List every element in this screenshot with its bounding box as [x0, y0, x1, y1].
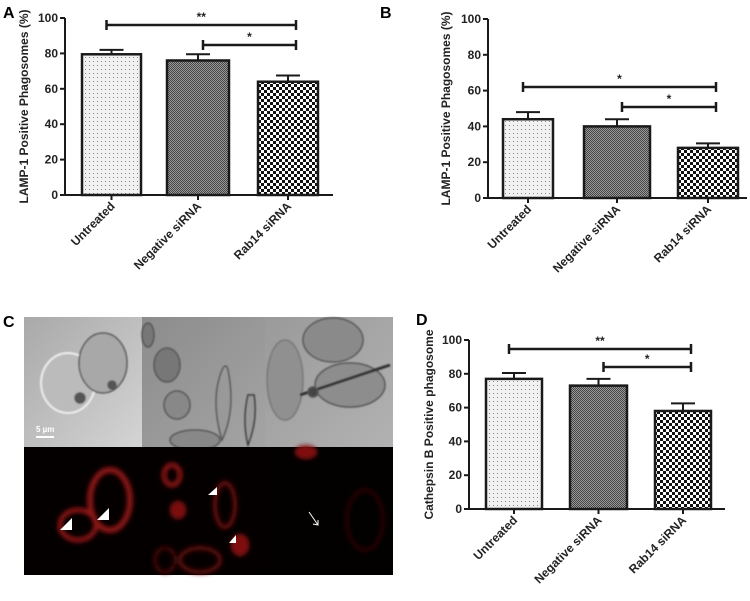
bar [165, 59, 231, 197]
significance-label: * [617, 72, 622, 86]
y-tick-label: 100 [442, 333, 462, 347]
significance-bracket: * [620, 92, 718, 112]
significance-label: ** [595, 334, 605, 348]
fluorescence-image-3 [265, 447, 393, 575]
bar [582, 125, 652, 200]
y-tick-label: 0 [51, 188, 58, 202]
significance-bracket: * [201, 30, 298, 50]
cells [40, 317, 391, 451]
significance-label: * [645, 352, 650, 366]
x-tick-label: Untreated [68, 199, 118, 249]
panel-label-b: B [380, 5, 392, 22]
scale-bar [36, 436, 54, 438]
significance-bracket: * [602, 352, 693, 372]
brightfield-row: 5 µm [24, 317, 393, 451]
significance-bracket: * [521, 72, 718, 92]
y-tick-label: 100 [38, 11, 58, 25]
panel-label-a: A [3, 5, 15, 22]
bar [501, 117, 555, 200]
fluorescence-image-2 [142, 447, 265, 575]
scale-bar-label: 5 µm [36, 425, 54, 434]
y-tick-label: 20 [45, 153, 59, 167]
y-tick-label: 80 [468, 48, 482, 62]
y-tick-label: 40 [449, 434, 463, 448]
y-axis-label: LAMP-1 Positive Phagosomes (%) [17, 9, 31, 203]
arrowhead-marker [208, 487, 217, 495]
y-tick-label: 20 [468, 155, 482, 169]
panel-label-d: D [416, 312, 428, 329]
x-tick-label: Rab14 siRNA [651, 202, 714, 265]
significance-label: ** [197, 10, 207, 24]
x-tick-label: Negative siRNA [131, 199, 204, 272]
y-tick-label: 0 [455, 502, 462, 516]
fluorescence-row [24, 445, 393, 575]
x-tick-label: Rab14 siRNA [626, 513, 689, 576]
bar [80, 53, 143, 197]
arrowhead-marker [60, 518, 72, 530]
bar [568, 384, 629, 511]
panel-label-c: C [3, 314, 15, 331]
x-tick-label: Rab14 siRNA [231, 199, 294, 262]
y-tick-label: 60 [468, 84, 482, 98]
y-axis-label: LAMP-1 Positive Phagosomes (%) [439, 11, 453, 205]
significance-bracket: ** [507, 334, 693, 354]
arrowhead-marker [97, 508, 109, 520]
y-tick-label: 60 [449, 401, 463, 415]
significance-label: * [667, 92, 672, 106]
bar [256, 80, 320, 197]
bar-charts: 0 20 40 60 80 100 LAMP-1 Positive Phagosomes (… [17, 9, 747, 586]
y-tick-label: 0 [474, 191, 481, 205]
bar [653, 409, 713, 511]
arrowhead-marker [229, 535, 236, 543]
chart-b: 0 20 40 60 80 100 LAMP-1 Positive Phagosomes (… [439, 11, 747, 275]
chart-a: 0 20 40 60 80 100 LAMP-1 Positive Phagosomes (… [17, 9, 333, 272]
x-tick-label: Untreated [485, 202, 535, 252]
arrow-marker [308, 511, 319, 526]
microscopy-panel: 5 µm [24, 317, 393, 575]
x-tick-label: Negative siRNA [550, 202, 623, 275]
y-tick-label: 20 [449, 468, 463, 482]
x-tick-label: Negative siRNA [532, 513, 605, 586]
red-signal [57, 445, 385, 574]
significance-label: * [247, 30, 252, 44]
y-tick-label: 40 [45, 117, 59, 131]
x-tick-label: Untreated [471, 513, 521, 563]
y-tick-label: 100 [461, 12, 481, 26]
y-tick-label: 40 [468, 119, 482, 133]
y-tick-label: 80 [45, 46, 59, 60]
y-tick-label: 60 [45, 82, 59, 96]
bar [676, 146, 740, 200]
bar [484, 377, 544, 511]
y-axis-label: Cathepsin B Positive phagosome [422, 329, 436, 519]
significance-bracket: ** [105, 10, 298, 30]
y-tick-label: 80 [449, 367, 463, 381]
chart-d: 0 20 40 60 80 100 Cathepsin B Positive phagoso… [422, 329, 725, 586]
